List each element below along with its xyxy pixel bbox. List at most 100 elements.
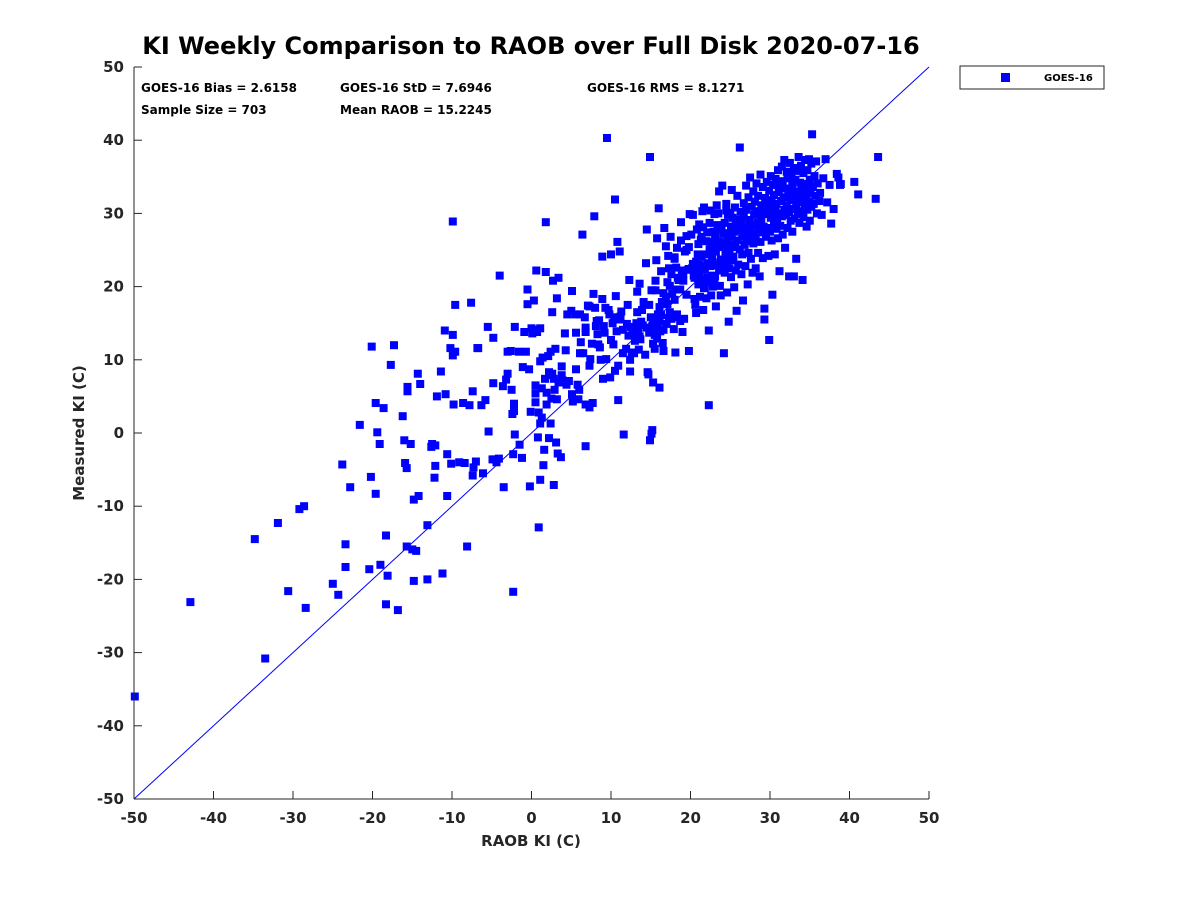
data-point (742, 237, 751, 246)
data-point (811, 191, 820, 200)
data-point (709, 227, 718, 236)
data-point (696, 292, 704, 301)
data-point (774, 188, 783, 197)
data-point (751, 264, 760, 273)
data-point (446, 344, 455, 353)
data-point (636, 335, 645, 344)
data-point (544, 352, 553, 361)
data-point (779, 193, 788, 202)
data-point (531, 381, 540, 390)
data-point (802, 222, 811, 231)
data-point (717, 224, 726, 233)
data-point (440, 326, 449, 335)
x-tick-label: -50 (120, 809, 147, 827)
data-point (626, 367, 635, 376)
x-tick-label: 30 (760, 809, 781, 827)
data-point (731, 203, 739, 212)
data-point (549, 374, 558, 383)
data-point (688, 264, 697, 273)
data-point (451, 347, 460, 356)
data-point (673, 243, 681, 252)
data-point (769, 180, 778, 189)
data-point (721, 251, 730, 260)
data-point (261, 654, 270, 663)
data-point (518, 363, 527, 372)
data-point (186, 598, 195, 607)
plot-area: -50 -40 -30 -20 -10 0 10 20 30 40 50 -50-40-30-20-… (97, 58, 940, 827)
data-point (494, 454, 503, 463)
data-point (793, 166, 801, 175)
data-point (581, 328, 590, 336)
data-point (805, 216, 814, 225)
data-point (803, 166, 812, 175)
data-point (474, 344, 483, 353)
data-point (673, 310, 681, 319)
data-point (576, 338, 585, 347)
data-point (762, 198, 771, 207)
data-point (603, 134, 611, 142)
data-point (585, 302, 594, 311)
data-point (366, 472, 375, 481)
data-point (823, 198, 832, 207)
data-point (557, 362, 566, 371)
data-point (400, 436, 409, 445)
data-point (749, 239, 758, 248)
data-point (580, 313, 589, 322)
data-point (766, 227, 774, 236)
data-point (727, 222, 735, 231)
data-point (409, 576, 418, 585)
data-point (537, 384, 546, 393)
data-point (546, 419, 555, 428)
data-point (541, 218, 550, 227)
data-point (704, 401, 713, 410)
data-point (346, 483, 355, 492)
data-point (666, 232, 675, 241)
data-point (749, 187, 758, 196)
data-point (589, 289, 598, 298)
data-point (375, 440, 384, 448)
data-point (587, 339, 596, 348)
data-point (817, 210, 826, 219)
data-point (723, 257, 732, 266)
data-point (787, 170, 796, 179)
data-point (525, 365, 534, 374)
data-point (471, 457, 480, 466)
data-point (735, 143, 744, 152)
stat-std: GOES-16 StD = 7.6946 (340, 81, 492, 95)
data-point (598, 295, 607, 303)
data-point (765, 186, 774, 195)
data-point (729, 252, 738, 261)
data-point (691, 300, 700, 309)
data-point (441, 390, 450, 399)
data-point (572, 365, 580, 374)
data-point (250, 535, 259, 544)
data-point (816, 188, 825, 197)
data-point (390, 341, 398, 350)
data-point (781, 184, 790, 193)
data-point (416, 380, 425, 388)
data-point (739, 199, 748, 208)
data-point (712, 261, 721, 270)
data-point (699, 223, 708, 232)
data-point (371, 399, 380, 407)
data-point (284, 587, 293, 596)
data-point (534, 408, 543, 417)
data-point (554, 273, 563, 282)
data-point (657, 298, 666, 306)
x-axis-ticks: -50 -40 -30 -20 -10 0 10 20 30 40 50 (120, 791, 939, 827)
data-point (468, 471, 477, 480)
data-point (537, 413, 546, 422)
data-point (711, 247, 720, 256)
data-point (672, 263, 681, 272)
data-point (655, 383, 664, 392)
data-point (477, 401, 486, 410)
data-point (746, 254, 755, 263)
data-point (700, 284, 709, 293)
data-point (613, 237, 622, 246)
data-point (762, 232, 770, 241)
data-point (591, 303, 600, 312)
data-point (725, 264, 734, 273)
data-point (750, 230, 759, 239)
data-point (581, 442, 590, 451)
data-point (776, 183, 785, 191)
